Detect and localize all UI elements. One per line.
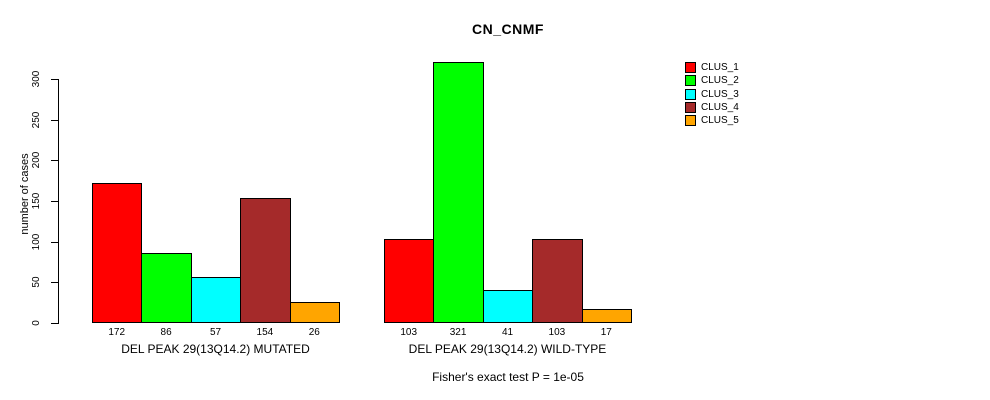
legend-row: CLUS_5 [685, 114, 739, 127]
legend-label: CLUS_2 [701, 75, 739, 87]
bar [384, 239, 435, 323]
bar-value-label: 41 [501, 327, 514, 338]
y-tick-label: 200 [31, 151, 42, 169]
y-tick [51, 201, 58, 202]
bar [141, 253, 192, 323]
bar-value-label: 103 [548, 327, 566, 338]
bar-value-label: 17 [600, 327, 612, 338]
y-tick-label: 50 [31, 276, 42, 288]
legend-row: CLUS_3 [685, 88, 739, 101]
bar-value-label: 57 [209, 327, 222, 338]
group-label: DEL PEAK 29(13Q14.2) WILD-TYPE [408, 342, 607, 356]
y-axis-label: number of cases [19, 153, 31, 235]
y-tick [51, 79, 58, 80]
legend-row: CLUS_2 [685, 74, 739, 87]
bar [581, 309, 632, 323]
bar-value-label: 321 [449, 327, 467, 338]
legend: CLUS_1 CLUS_2 CLUS_3 CLUS_4 CLUS_5 [685, 61, 739, 127]
bar-value-label: 154 [256, 327, 274, 338]
bar-value-label: 172 [108, 327, 126, 338]
bar [482, 289, 534, 323]
bar [190, 276, 242, 323]
legend-swatch-icon [685, 88, 696, 100]
bar-value-label: 103 [400, 327, 418, 338]
bar [92, 183, 143, 323]
legend-row: CLUS_4 [685, 101, 739, 114]
chart-title: CN_CNMF [472, 21, 544, 37]
group-label: DEL PEAK 29(13Q14.2) MUTATED [121, 342, 310, 356]
y-tick [51, 282, 58, 284]
legend-swatch-icon [685, 75, 696, 87]
legend-row: CLUS_1 [685, 61, 739, 74]
legend-label: CLUS_3 [701, 88, 739, 100]
y-tick-label: 150 [31, 192, 42, 210]
legend-swatch-icon [685, 102, 696, 114]
bar [433, 61, 484, 323]
y-tick-label: 0 [31, 320, 42, 326]
y-tick [51, 241, 58, 243]
legend-swatch-icon [685, 62, 696, 74]
bar [289, 301, 340, 323]
legend-label: CLUS_4 [701, 102, 739, 114]
legend-label: CLUS_5 [701, 115, 739, 127]
bar [240, 197, 291, 323]
bar-value-label: 86 [160, 327, 172, 338]
legend-label: CLUS_1 [701, 62, 739, 74]
y-tick-label: 100 [31, 233, 42, 250]
footer-stat: Fisher's exact test P = 1e-05 [432, 370, 584, 384]
bar [532, 239, 583, 323]
y-tick-label: 250 [31, 111, 42, 128]
y-tick [51, 119, 58, 121]
legend-swatch-icon [685, 115, 696, 127]
y-tick [51, 323, 58, 324]
y-axis-line [58, 79, 59, 324]
bar-value-label: 26 [308, 327, 320, 338]
y-tick-label: 300 [31, 70, 42, 88]
y-tick [51, 160, 58, 162]
